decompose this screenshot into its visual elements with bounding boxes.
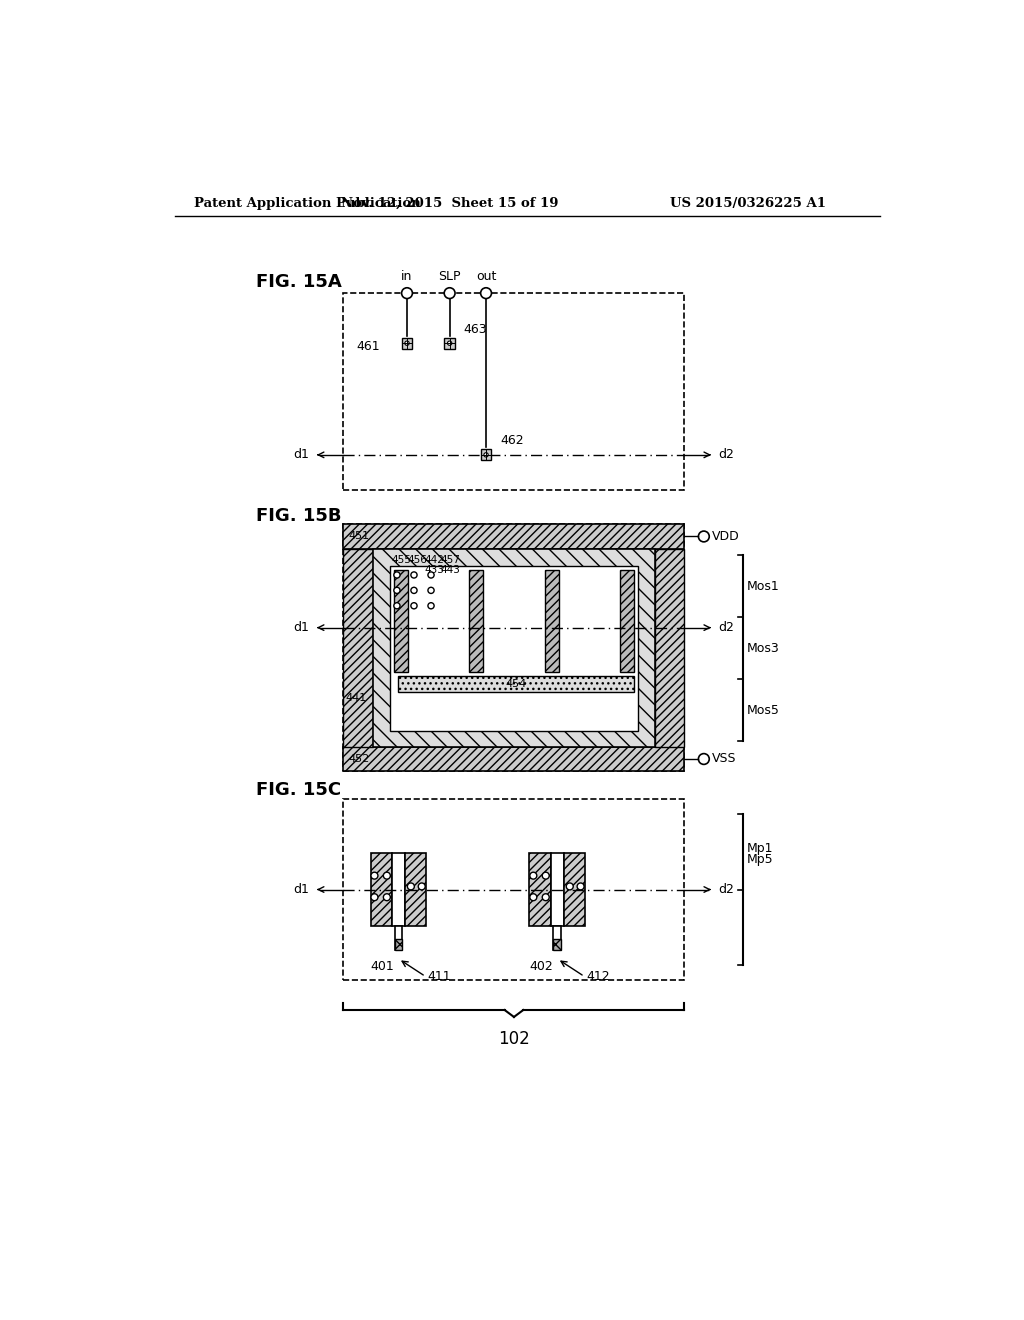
Text: VDD: VDD	[712, 529, 739, 543]
Text: 441: 441	[345, 693, 367, 702]
Circle shape	[543, 873, 549, 879]
Bar	[551, 853, 563, 927]
Circle shape	[484, 453, 488, 457]
Circle shape	[394, 587, 400, 594]
Text: 462: 462	[500, 434, 523, 447]
Text: 451: 451	[348, 532, 370, 541]
Text: US 2015/0326225 A1: US 2015/0326225 A1	[671, 197, 826, 210]
Text: in: in	[401, 269, 413, 282]
Circle shape	[371, 894, 378, 900]
Text: Mos1: Mos1	[746, 579, 779, 593]
Text: 433: 433	[424, 565, 444, 576]
Circle shape	[411, 603, 417, 609]
Circle shape	[444, 288, 455, 298]
Bar	[554, 939, 561, 949]
Text: out: out	[476, 269, 497, 282]
Bar	[373, 549, 655, 747]
Bar	[343, 524, 684, 549]
Circle shape	[394, 603, 400, 609]
Text: FIG. 15C: FIG. 15C	[256, 781, 341, 799]
Circle shape	[529, 873, 537, 879]
Text: d2: d2	[719, 449, 734, 462]
Circle shape	[698, 754, 710, 764]
Circle shape	[408, 883, 415, 890]
Text: 442: 442	[424, 554, 444, 565]
Bar	[469, 570, 483, 672]
Circle shape	[447, 341, 452, 346]
Circle shape	[428, 587, 434, 594]
Bar	[392, 853, 404, 927]
Bar	[545, 570, 559, 672]
Text: Mos3: Mos3	[746, 642, 779, 655]
Text: 457: 457	[440, 554, 460, 565]
Bar	[390, 566, 638, 730]
Text: 452: 452	[348, 754, 370, 764]
Bar	[529, 853, 551, 927]
Bar	[394, 939, 402, 949]
Text: 461: 461	[356, 339, 380, 352]
Text: FIG. 15B: FIG. 15B	[256, 507, 341, 525]
Text: 411: 411	[427, 970, 451, 983]
Circle shape	[411, 587, 417, 594]
Circle shape	[428, 603, 434, 609]
Circle shape	[411, 572, 417, 578]
Bar	[480, 449, 492, 461]
Text: Mp5: Mp5	[746, 853, 773, 866]
Circle shape	[529, 894, 537, 900]
Circle shape	[383, 894, 390, 900]
Bar	[404, 853, 426, 927]
Circle shape	[698, 531, 710, 543]
Text: d2: d2	[719, 622, 734, 634]
Text: 102: 102	[498, 1030, 529, 1048]
Text: Mos5: Mos5	[746, 704, 779, 717]
Circle shape	[401, 288, 413, 298]
Text: 402: 402	[529, 960, 553, 973]
Circle shape	[566, 883, 573, 890]
Text: d1: d1	[294, 449, 309, 462]
Circle shape	[428, 572, 434, 578]
Circle shape	[394, 572, 400, 578]
Circle shape	[404, 341, 410, 346]
Circle shape	[578, 883, 584, 890]
Text: FIG. 15A: FIG. 15A	[256, 273, 342, 290]
Text: VSS: VSS	[712, 752, 736, 766]
Bar	[343, 747, 684, 771]
Bar	[397, 676, 634, 693]
Bar	[621, 570, 634, 672]
Bar	[343, 799, 684, 979]
Bar	[394, 927, 402, 949]
Bar	[343, 549, 373, 747]
Circle shape	[418, 883, 425, 890]
Bar	[401, 338, 413, 348]
Bar	[394, 570, 408, 672]
Text: 455: 455	[391, 554, 412, 565]
Text: Patent Application Publication: Patent Application Publication	[194, 197, 421, 210]
Circle shape	[480, 288, 492, 298]
Circle shape	[371, 873, 378, 879]
Bar	[563, 853, 586, 927]
Text: d2: d2	[719, 883, 734, 896]
Text: 412: 412	[586, 970, 609, 983]
Text: 456: 456	[407, 554, 427, 565]
Text: 443: 443	[440, 565, 460, 576]
Bar	[371, 853, 392, 927]
Text: Mp1: Mp1	[746, 842, 773, 855]
Text: 401: 401	[371, 960, 394, 973]
Text: Nov. 12, 2015  Sheet 15 of 19: Nov. 12, 2015 Sheet 15 of 19	[341, 197, 558, 210]
Bar	[444, 338, 455, 348]
Text: 463: 463	[464, 323, 487, 335]
Text: d1: d1	[294, 622, 309, 634]
Bar	[343, 524, 684, 771]
Bar	[554, 927, 561, 949]
Bar	[655, 549, 684, 747]
Text: 454: 454	[505, 678, 526, 689]
Bar	[343, 293, 684, 490]
Circle shape	[543, 894, 549, 900]
Text: SLP: SLP	[438, 269, 461, 282]
Text: d1: d1	[294, 883, 309, 896]
Circle shape	[383, 873, 390, 879]
